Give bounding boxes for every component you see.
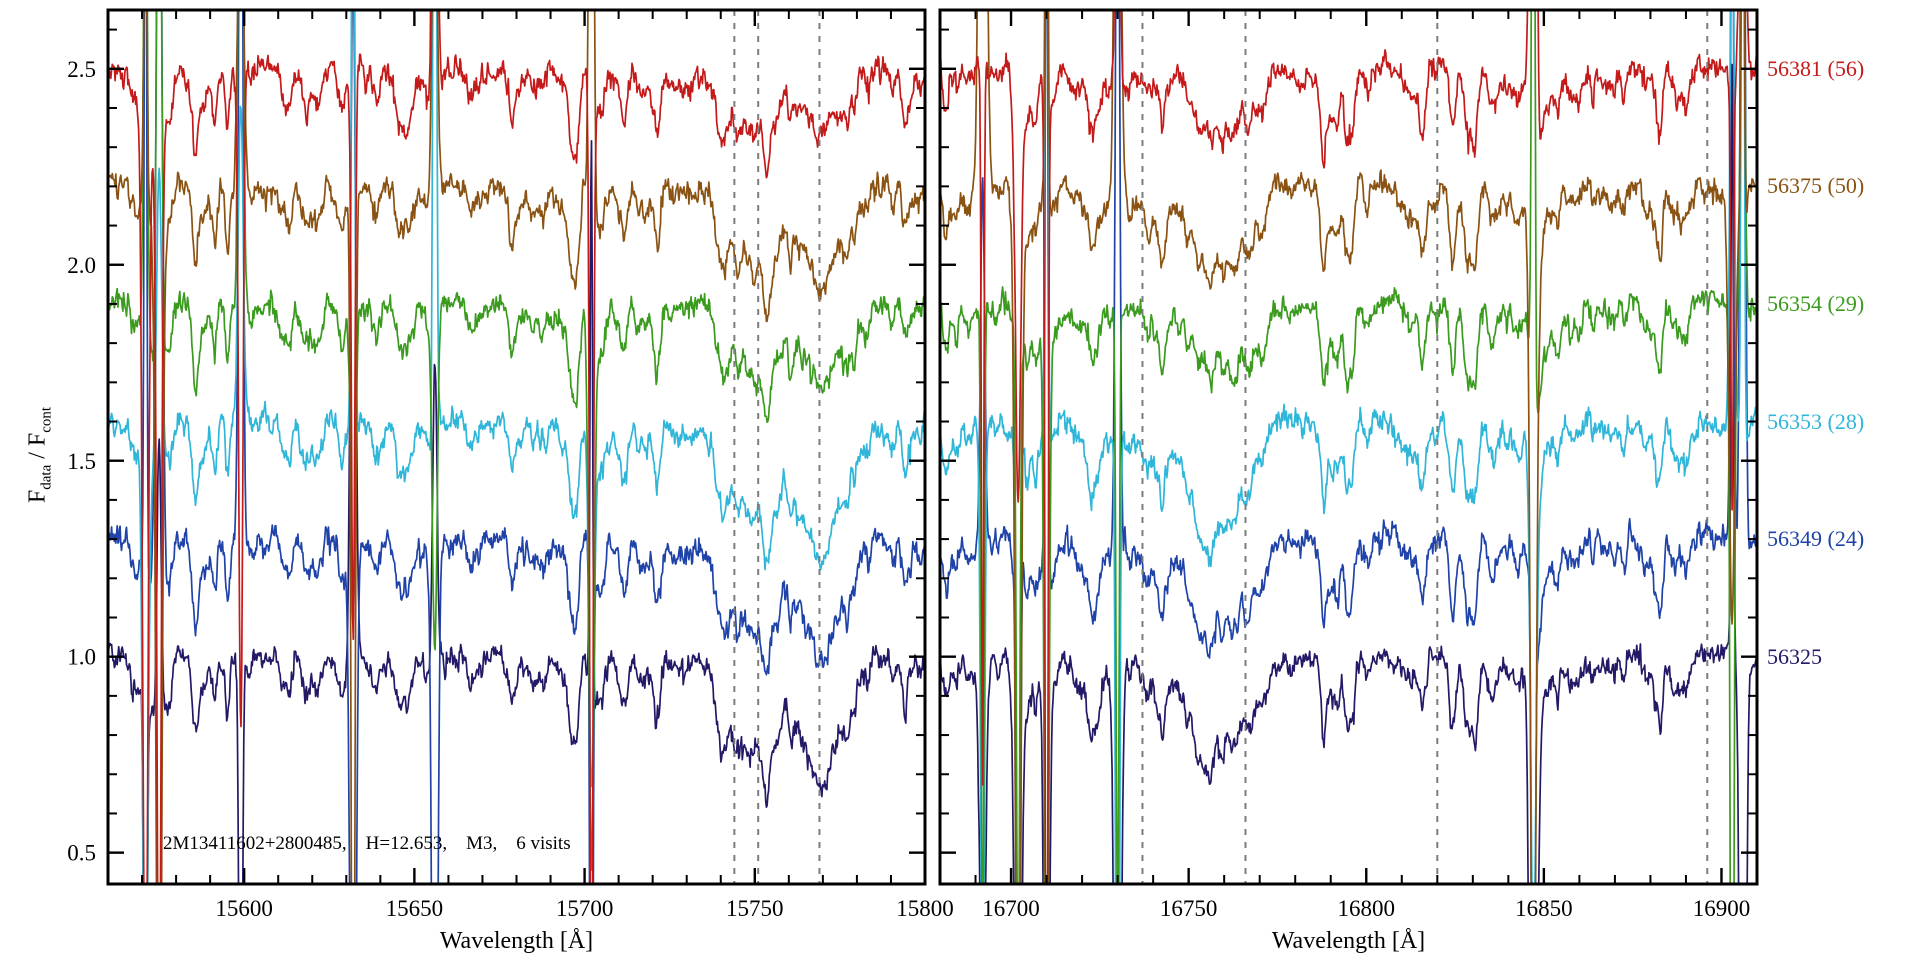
- series-label-56354: 56354 (29): [1767, 290, 1865, 316]
- y-axis-label-sub-data: data: [38, 464, 55, 490]
- spectrum-56381: [940, 10, 1757, 884]
- x-tick-label: 16850: [1515, 896, 1573, 921]
- x-tick-label: 16750: [1160, 896, 1218, 921]
- spectrum-56375: [940, 10, 1757, 884]
- x-axis-label: Wavelength [Å]: [1272, 928, 1425, 954]
- panel-right: 16700 16750 16800 16850 16900 Wavelength [Å]: [938, 8, 1759, 954]
- spectrum-56353: [108, 10, 925, 884]
- target-annotation: 2M13411602+2800485, H=12.653, M3, 6 visi…: [163, 833, 571, 854]
- x-tick-label: 15650: [386, 896, 444, 921]
- axis-box: [938, 8, 1759, 886]
- x-tick-label: 16800: [1338, 896, 1396, 921]
- spectrum-56325: [108, 10, 925, 884]
- x-tick-label: 16900: [1693, 896, 1751, 921]
- x-axis-label: Wavelength [Å]: [440, 928, 593, 954]
- panel-left: 15600 15650 15700 15750 15800 0.5 1.0 1.5 2.0 2.5…: [67, 8, 954, 954]
- x-tick-label: 15600: [215, 896, 273, 921]
- spectrum-56375: [108, 10, 925, 884]
- spectrum-56325: [940, 63, 1757, 884]
- y-axis-label-sub-cont: cont: [38, 406, 55, 433]
- series-label-56381: 56381 (56): [1767, 55, 1865, 81]
- y-tick-label: 2.0: [67, 253, 96, 278]
- spectrum-56353: [940, 10, 1757, 884]
- x-tick-label: 15800: [896, 896, 954, 921]
- y-axis-label-mid: / F: [24, 432, 51, 465]
- spectra-area: [108, 10, 925, 884]
- x-tick-label: 15700: [556, 896, 614, 921]
- y-tick-label: 1.0: [67, 645, 96, 670]
- spectrum-56349: [108, 10, 925, 884]
- y-axis-label: Fdata / Fcont: [25, 407, 56, 503]
- series-label-56325: 56325: [1767, 643, 1822, 669]
- y-tick-label: 1.5: [67, 449, 96, 474]
- spectrum-56381: [108, 10, 925, 884]
- x-tick-label: 16700: [982, 896, 1040, 921]
- series-label-56349: 56349 (24): [1767, 526, 1865, 552]
- series-label-56353: 56353 (28): [1767, 408, 1865, 434]
- spectrum-56349: [940, 10, 1757, 884]
- y-tick-label: 2.5: [67, 57, 96, 82]
- spectrum-56354: [940, 10, 1757, 884]
- x-tick-label: 15750: [726, 896, 784, 921]
- series-label-56375: 56375 (50): [1767, 173, 1865, 199]
- y-axis-label-f: F: [24, 489, 51, 504]
- spectra-area: [940, 10, 1757, 884]
- y-tick-label: 0.5: [67, 841, 96, 866]
